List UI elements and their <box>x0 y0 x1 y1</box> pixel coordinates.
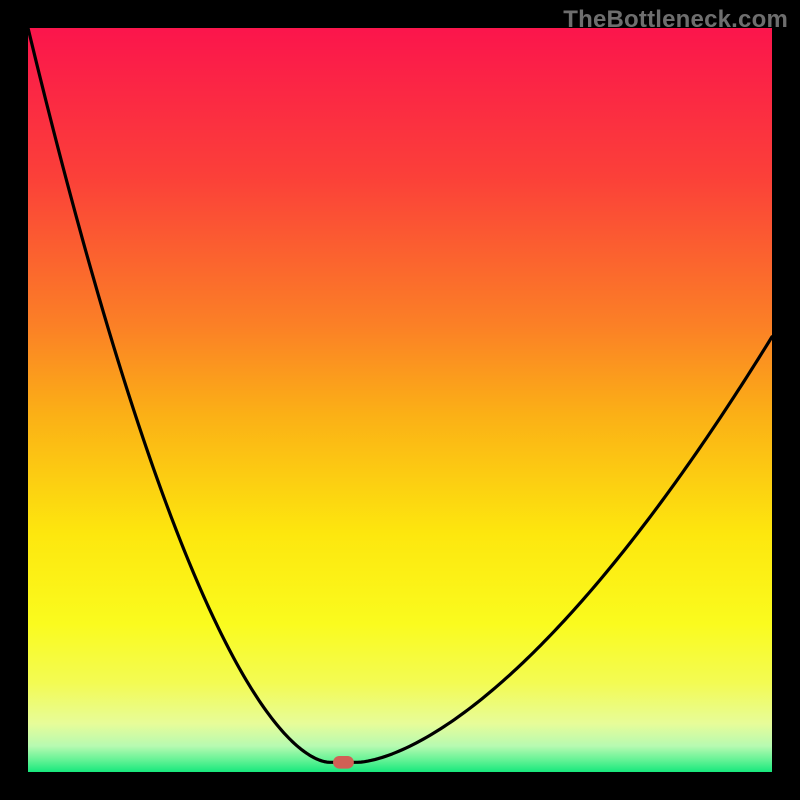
optimal-marker <box>333 756 354 769</box>
chart-container: TheBottleneck.com <box>0 0 800 800</box>
gradient-background <box>28 28 772 772</box>
watermark-text: TheBottleneck.com <box>563 6 788 34</box>
plot-svg <box>28 28 772 772</box>
plot-area <box>28 28 772 772</box>
